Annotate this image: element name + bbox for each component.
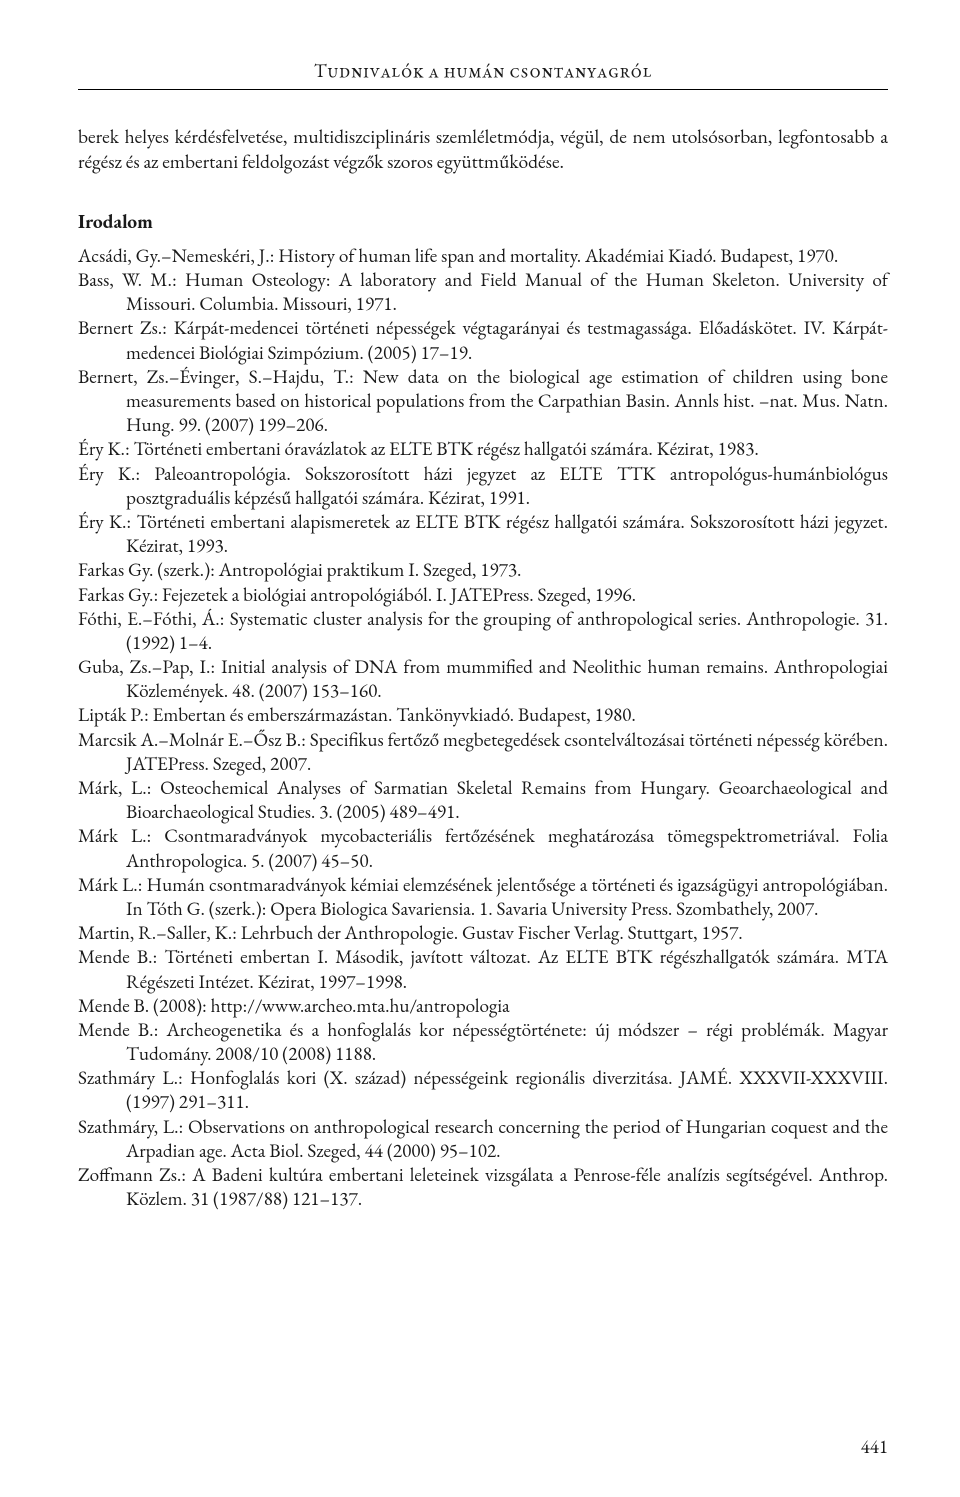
reference-item: Márk, L.: Osteochemical Analyses of Sarm… <box>78 776 888 824</box>
header-rule <box>78 89 888 90</box>
reference-item: Márk L.: Csontmaradványok mycobacteriáli… <box>78 824 888 872</box>
reference-item: Bernert Zs.: Kárpát-medencei történeti n… <box>78 316 888 364</box>
intro-paragraph: berek helyes kérdésfelvetése, multidiszc… <box>78 124 888 174</box>
reference-item: Éry K.: Történeti embertani óravázlatok … <box>78 437 888 461</box>
reference-item: Acsádi, Gy.–Nemeskéri, J.: History of hu… <box>78 244 888 268</box>
reference-item: Fóthi, E.–Fóthi, Á.: Systematic cluster … <box>78 607 888 655</box>
reference-item: Mende B.: Archeogenetika és a honfoglalá… <box>78 1018 888 1066</box>
reference-item: Szathmáry, L.: Observations on anthropol… <box>78 1115 888 1163</box>
reference-item: Lipták P.: Embertan és emberszármazástan… <box>78 703 888 727</box>
reference-item: Mende B.: Történeti embertan I. Második,… <box>78 945 888 993</box>
page: Tudnivalók a humán csontanyagról berek h… <box>0 0 960 1497</box>
reference-item: Guba, Zs.–Pap, I.: Initial analysis of D… <box>78 655 888 703</box>
reference-item: Márk L.: Humán csontmaradványok kémiai e… <box>78 873 888 921</box>
reference-item: Éry K.: Paleoantropológia. Sokszorosítot… <box>78 462 888 510</box>
reference-item: Zoffmann Zs.: A Badeni kultúra embertani… <box>78 1163 888 1211</box>
reference-item: Mende B. (2008): http://www.archeo.mta.h… <box>78 994 888 1018</box>
running-head: Tudnivalók a humán csontanyagról <box>78 58 888 83</box>
reference-item: Farkas Gy. (szerk.): Antropológiai prakt… <box>78 558 888 582</box>
reference-item: Éry K.: Történeti embertani alapismerete… <box>78 510 888 558</box>
reference-item: Martin, R.–Saller, K.: Lehrbuch der Anth… <box>78 921 888 945</box>
reference-item: Szathmáry L.: Honfoglalás kori (X. száza… <box>78 1066 888 1114</box>
reference-item: Marcsik A.–Molnár E.–Ősz B.: Specifikus … <box>78 728 888 776</box>
reference-item: Farkas Gy.: Fejezetek a biológiai antrop… <box>78 583 888 607</box>
reference-item: Bernert, Zs.–Évinger, S.–Hajdu, T.: New … <box>78 365 888 438</box>
reference-item: Bass, W. M.: Human Osteology: A laborato… <box>78 268 888 316</box>
page-number: 441 <box>861 1434 888 1459</box>
section-heading-irodalom: Irodalom <box>78 208 888 234</box>
reference-list: Acsádi, Gy.–Nemeskéri, J.: History of hu… <box>78 244 888 1212</box>
